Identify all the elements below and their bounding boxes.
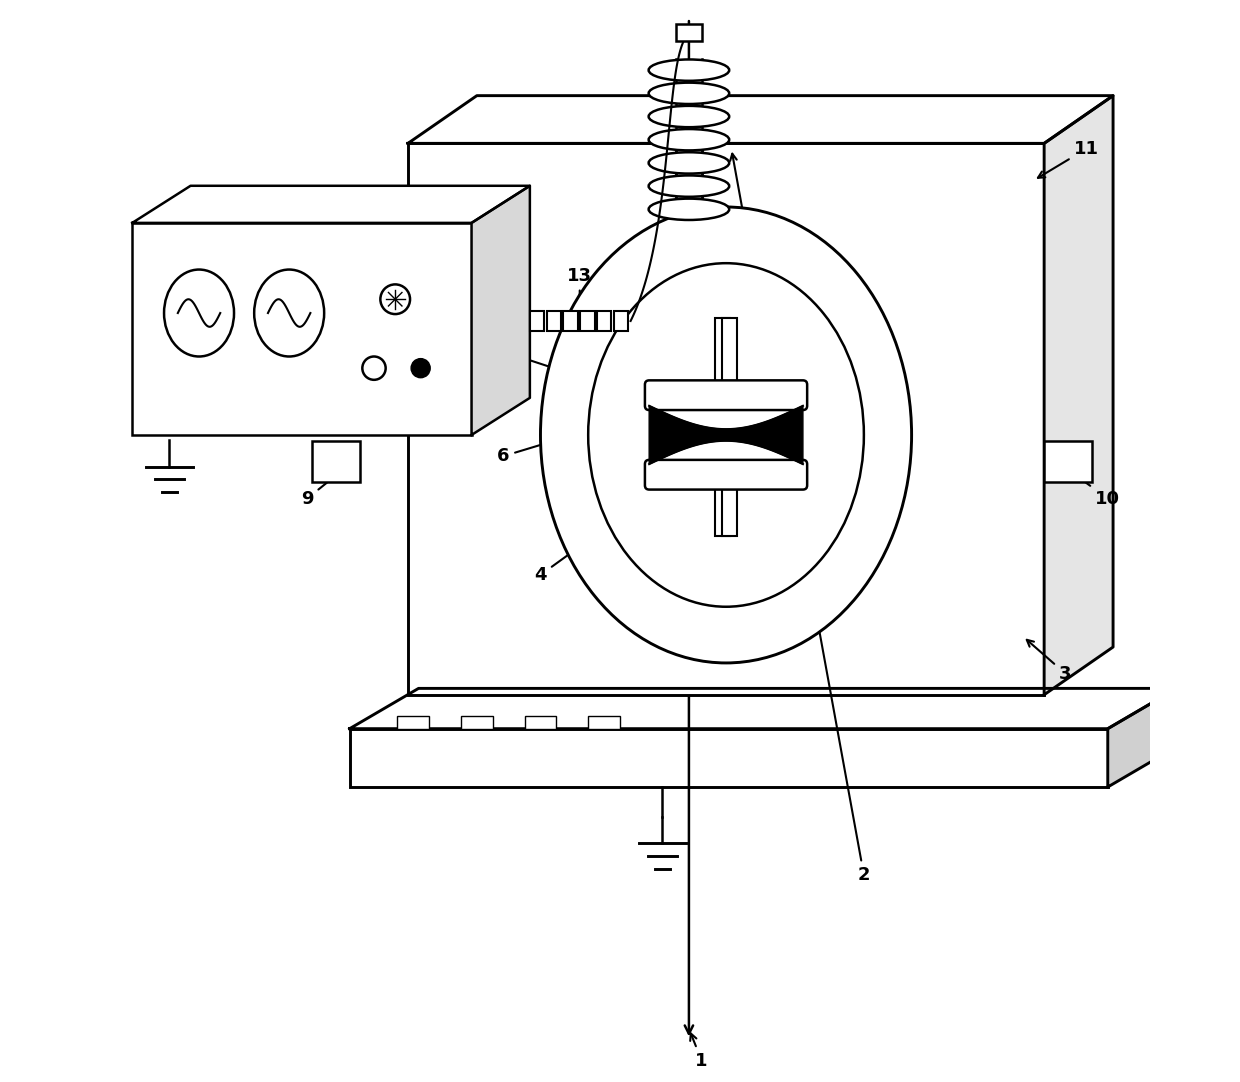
- Text: 8: 8: [500, 343, 575, 377]
- FancyBboxPatch shape: [529, 312, 544, 330]
- FancyBboxPatch shape: [547, 312, 560, 330]
- Ellipse shape: [588, 263, 864, 607]
- Ellipse shape: [541, 207, 911, 663]
- FancyBboxPatch shape: [1044, 441, 1092, 481]
- Polygon shape: [650, 406, 804, 464]
- FancyBboxPatch shape: [722, 483, 737, 536]
- Ellipse shape: [649, 199, 729, 220]
- Text: 7: 7: [807, 405, 875, 451]
- Ellipse shape: [649, 175, 729, 197]
- Ellipse shape: [164, 269, 234, 356]
- FancyBboxPatch shape: [133, 223, 471, 435]
- Polygon shape: [471, 186, 529, 435]
- FancyBboxPatch shape: [715, 483, 730, 536]
- Text: 10: 10: [1061, 464, 1120, 507]
- Ellipse shape: [649, 153, 729, 173]
- FancyBboxPatch shape: [408, 143, 1044, 695]
- FancyBboxPatch shape: [722, 318, 737, 384]
- FancyBboxPatch shape: [614, 312, 629, 330]
- Ellipse shape: [649, 60, 729, 81]
- FancyBboxPatch shape: [596, 312, 611, 330]
- Ellipse shape: [254, 269, 324, 356]
- Text: 2: 2: [730, 154, 870, 884]
- Polygon shape: [1044, 95, 1114, 695]
- FancyBboxPatch shape: [588, 716, 620, 728]
- Polygon shape: [1107, 688, 1177, 787]
- Ellipse shape: [649, 129, 729, 150]
- FancyBboxPatch shape: [645, 460, 807, 489]
- FancyBboxPatch shape: [676, 24, 702, 40]
- FancyBboxPatch shape: [715, 318, 730, 384]
- FancyBboxPatch shape: [645, 381, 807, 410]
- FancyBboxPatch shape: [563, 312, 578, 330]
- Text: 3: 3: [1027, 639, 1071, 683]
- Ellipse shape: [649, 106, 729, 128]
- Text: 4: 4: [534, 533, 598, 584]
- Text: 6: 6: [497, 435, 568, 465]
- Text: 1: 1: [691, 1033, 708, 1070]
- Text: 9: 9: [301, 462, 353, 507]
- FancyBboxPatch shape: [580, 312, 594, 330]
- Text: 11: 11: [1038, 140, 1099, 177]
- Polygon shape: [133, 186, 529, 223]
- FancyBboxPatch shape: [312, 441, 360, 481]
- Text: 5: 5: [794, 533, 859, 591]
- Text: 12: 12: [305, 193, 381, 282]
- Ellipse shape: [649, 82, 729, 104]
- Polygon shape: [350, 688, 1177, 728]
- Circle shape: [412, 358, 430, 378]
- FancyBboxPatch shape: [397, 716, 429, 728]
- FancyBboxPatch shape: [461, 716, 492, 728]
- FancyBboxPatch shape: [525, 716, 557, 728]
- Polygon shape: [408, 95, 1114, 143]
- Ellipse shape: [649, 222, 729, 243]
- Text: 13: 13: [567, 267, 593, 313]
- FancyBboxPatch shape: [350, 728, 1107, 787]
